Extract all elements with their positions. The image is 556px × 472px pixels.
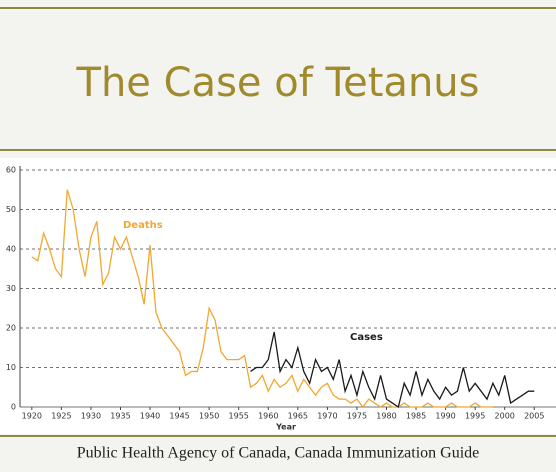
y-tick-label: 60 [6, 166, 16, 175]
x-tick-label: 1925 [51, 412, 71, 421]
y-tick-label: 20 [6, 324, 16, 333]
chart-area [0, 158, 556, 434]
x-axis-label: Year [275, 423, 296, 432]
plot: 0 10 20 30 40 50 60 1920 1925 1930 1935 1940 1945 195… [6, 166, 556, 432]
x-tick-label: 1980 [376, 412, 396, 421]
x-tick-label: 1920 [22, 412, 42, 421]
x-tick-label: 1955 [229, 412, 249, 421]
series-line [250, 331, 535, 409]
y-tick-label: 50 [6, 205, 16, 214]
x-tick-label: 1990 [435, 412, 455, 421]
source: Public Health Agency of Canada, Canada I… [77, 445, 480, 462]
slide-title: The Case of Tetanus [76, 60, 480, 106]
x-tick-label: 1945 [169, 412, 189, 421]
x-tick-label: 1995 [465, 412, 485, 421]
x-tick-label: 1950 [199, 412, 219, 421]
x-tick-label: 1940 [140, 412, 160, 421]
y-tick-label: 30 [6, 284, 16, 293]
x-tick-label: 1985 [406, 412, 426, 421]
series-line [31, 189, 493, 409]
x-tick-label: 1965 [288, 412, 308, 421]
x-tick-label: 1975 [347, 412, 367, 421]
x-tick-label: 2005 [524, 412, 544, 421]
x-tick-label: 1970 [317, 412, 337, 421]
y-tick-label: 0 [11, 403, 16, 412]
y-tick-label: 10 [6, 363, 16, 372]
x-tick-label: 2000 [495, 412, 515, 421]
x-tick-label: 1935 [110, 412, 130, 421]
y-tick-label: 40 [6, 245, 16, 254]
series-label: Deaths [123, 220, 163, 231]
x-tick-label: 1960 [258, 412, 278, 421]
series-label: Cases [350, 332, 383, 343]
x-tick-label: 1930 [81, 412, 101, 421]
